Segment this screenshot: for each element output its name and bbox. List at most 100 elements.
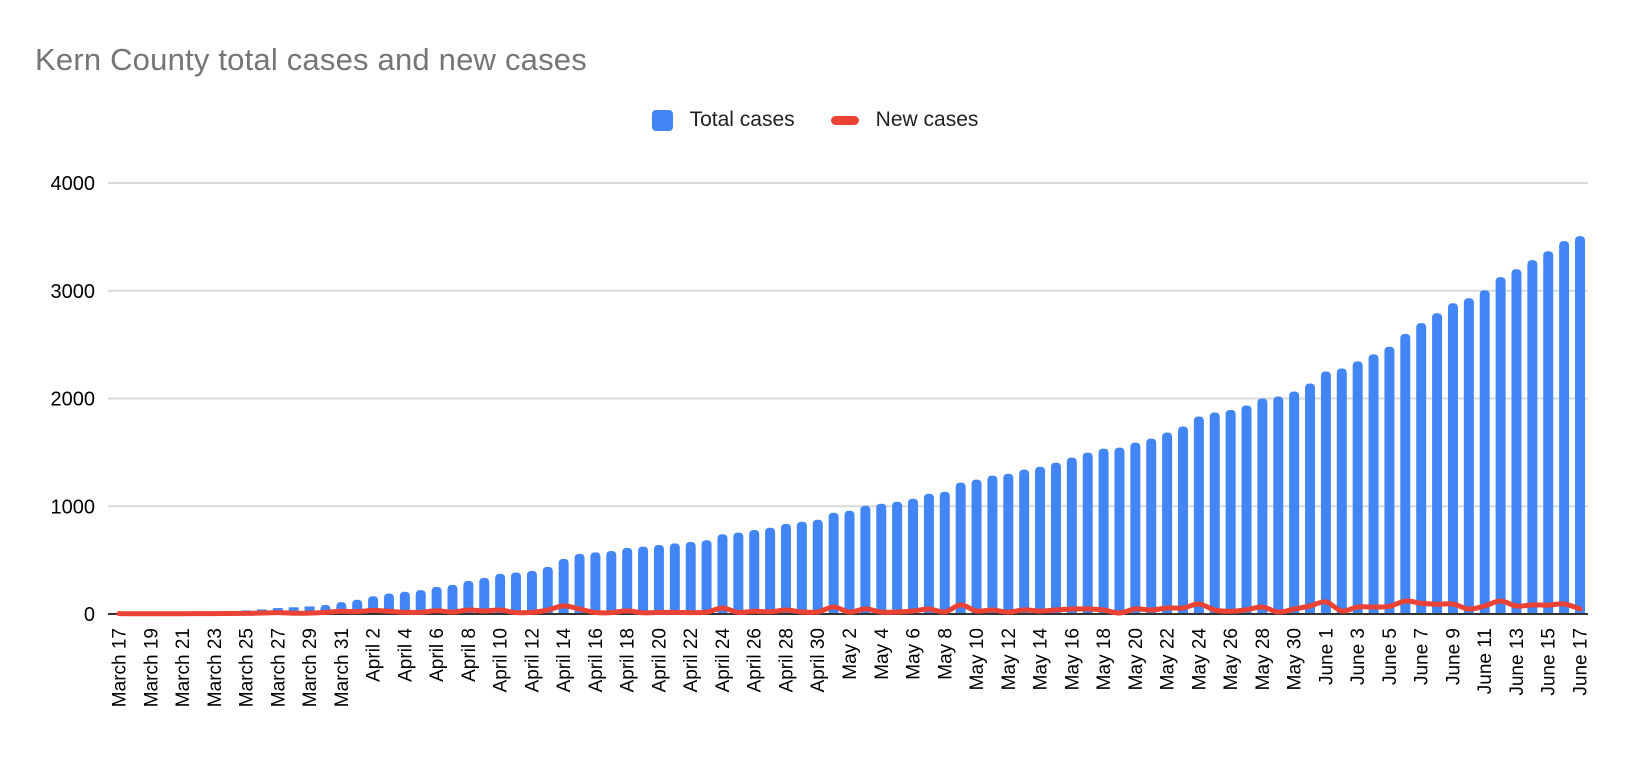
x-tick-label: May 28 <box>1253 628 1274 690</box>
bar-total-cases <box>1273 396 1284 614</box>
bar-total-cases <box>955 482 966 614</box>
bar-total-cases <box>1162 432 1173 614</box>
bar-total-cases <box>876 503 887 614</box>
bar-total-cases <box>1241 405 1252 614</box>
bar-total-cases <box>1098 448 1109 614</box>
bar-total-cases <box>511 572 522 614</box>
x-tick-label: April 14 <box>554 628 575 693</box>
x-tick-label: March 17 <box>110 628 131 707</box>
bar-total-cases <box>733 532 744 614</box>
bar-total-cases <box>1225 409 1236 614</box>
bar-total-cases <box>1257 398 1268 614</box>
y-tick-label: 3000 <box>51 281 96 303</box>
bar-total-cases <box>1368 354 1379 614</box>
bar-total-cases <box>780 523 791 614</box>
bar-total-cases <box>1511 269 1522 614</box>
x-tick-label: May 8 <box>935 628 956 680</box>
x-tick-label: June 5 <box>1380 628 1401 685</box>
bar-total-cases <box>463 580 474 614</box>
bar-total-cases <box>1114 447 1125 614</box>
total-cases-swatch-icon <box>651 109 673 131</box>
x-tick-label: March 21 <box>173 628 194 707</box>
bar-total-cases <box>1305 383 1316 614</box>
x-tick-label: April 26 <box>745 628 766 692</box>
bar-total-cases <box>1336 368 1347 614</box>
bar-total-cases <box>1193 416 1204 614</box>
x-tick-label: April 22 <box>681 628 702 692</box>
x-tick-label: May 4 <box>872 628 893 680</box>
bar-total-cases <box>1527 260 1538 614</box>
bar-total-cases <box>526 570 537 614</box>
x-tick-label: April 28 <box>776 628 797 692</box>
bar-total-cases <box>1432 313 1443 614</box>
bar-total-cases <box>1177 426 1188 614</box>
bar-total-cases <box>415 590 426 614</box>
x-tick-label: June 15 <box>1539 628 1560 696</box>
bar-total-cases <box>1035 466 1046 614</box>
bar-total-cases <box>1352 361 1363 614</box>
x-tick-label: March 19 <box>141 628 162 707</box>
x-tick-label: June 1 <box>1316 628 1337 685</box>
bar-total-cases <box>590 552 601 614</box>
x-tick-label: March 27 <box>268 628 289 707</box>
bar-total-cases <box>844 510 855 614</box>
x-tick-label: June 13 <box>1507 628 1528 696</box>
bar-total-cases <box>1400 333 1411 614</box>
x-tick-label: June 9 <box>1443 628 1464 685</box>
x-tick-label: June 11 <box>1475 628 1496 694</box>
new-cases-swatch-icon <box>830 115 859 125</box>
legend: Total cases New cases <box>0 108 1630 132</box>
x-tick-label: May 14 <box>1031 628 1052 691</box>
bar-total-cases <box>1447 303 1458 614</box>
x-tick-label: April 12 <box>522 628 543 692</box>
x-tick-label: May 12 <box>999 628 1020 690</box>
legend-label-total-cases: Total cases <box>689 108 795 131</box>
bar-total-cases <box>796 521 807 614</box>
x-tick-label: May 6 <box>904 628 925 680</box>
bar-total-cases <box>1146 438 1157 614</box>
bar-total-cases <box>669 543 680 614</box>
bar-total-cases <box>923 493 934 614</box>
bar-total-cases <box>939 491 950 614</box>
x-tick-label: June 17 <box>1571 628 1592 696</box>
x-tick-label: April 10 <box>491 628 512 692</box>
bar-total-cases <box>1479 290 1490 614</box>
legend-item-new-cases: New cases <box>830 108 979 132</box>
x-tick-label: March 29 <box>300 628 321 707</box>
legend-item-total-cases: Total cases <box>651 108 795 132</box>
y-tick-label: 4000 <box>51 173 96 195</box>
bar-total-cases <box>812 519 823 614</box>
x-tick-label: June 3 <box>1348 628 1369 685</box>
x-tick-label: March 23 <box>205 628 226 707</box>
bar-total-cases <box>1463 298 1474 614</box>
bar-total-cases <box>765 527 776 614</box>
bar-total-cases <box>1050 462 1061 614</box>
bar-total-cases <box>431 586 442 614</box>
bar-total-cases <box>622 547 633 614</box>
bar-total-cases <box>1003 473 1014 614</box>
bar-total-cases <box>606 550 617 614</box>
bar-total-cases <box>987 475 998 614</box>
bar-total-cases <box>717 534 728 614</box>
x-tick-label: May 20 <box>1126 628 1147 690</box>
y-tick-label: 2000 <box>51 389 96 411</box>
bar-total-cases <box>892 501 903 614</box>
bar-total-cases <box>701 540 712 614</box>
bar-total-cases <box>1320 371 1331 614</box>
bar-total-cases <box>1130 442 1141 614</box>
bar-total-cases <box>638 546 649 614</box>
legend-label-new-cases: New cases <box>875 108 979 131</box>
bar-total-cases <box>495 573 506 614</box>
bar-total-cases <box>749 529 760 614</box>
bar-total-cases <box>971 479 982 614</box>
bar-total-cases <box>447 584 458 614</box>
bar-total-cases <box>908 498 919 614</box>
bar-total-cases <box>1066 457 1077 614</box>
bar-total-cases <box>1019 469 1030 614</box>
x-tick-label: May 2 <box>840 628 861 680</box>
bar-total-cases <box>828 512 839 614</box>
bar-total-cases <box>653 545 664 614</box>
x-tick-label: May 16 <box>1062 628 1083 690</box>
x-tick-label: June 7 <box>1412 628 1433 685</box>
x-tick-label: April 2 <box>364 628 385 682</box>
